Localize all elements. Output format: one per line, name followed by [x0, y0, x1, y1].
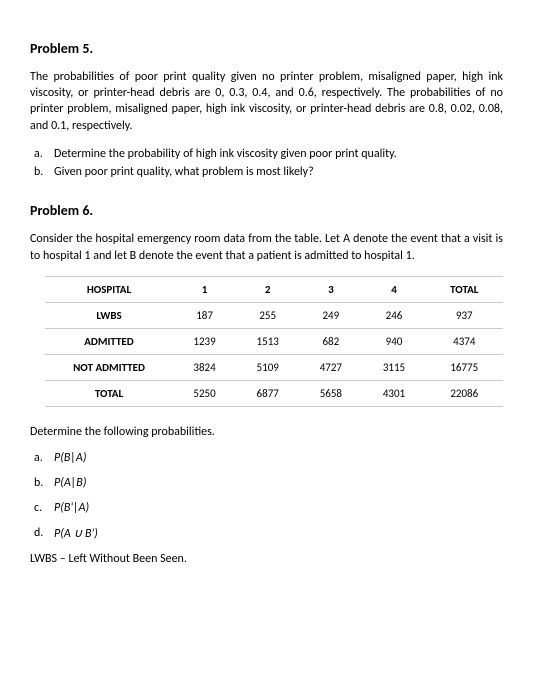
part-expr: P(A ∪ B') — [54, 526, 98, 541]
part-letter: a. — [34, 146, 54, 163]
table-header-cell: 4 — [362, 276, 425, 302]
table-row: TOTAL 5250 6877 5658 4301 22086 — [45, 380, 503, 406]
problem6-part-d: d. P(A ∪ B') — [34, 526, 503, 541]
table-cell: 3115 — [362, 354, 425, 380]
part-expr: P(B'|A) — [54, 501, 89, 515]
part-letter: c. — [34, 501, 54, 515]
part-text: Given poor print quality, what problem i… — [54, 164, 314, 181]
table-cell: 4727 — [299, 354, 362, 380]
problem5-paragraph: The probabilities of poor print quality … — [30, 69, 503, 134]
table-cell: 937 — [426, 302, 503, 328]
table-header-row: HOSPITAL 1 2 3 4 TOTAL — [45, 276, 503, 302]
table-cell: 5109 — [236, 354, 299, 380]
part-expr: P(A|B) — [54, 476, 86, 490]
part-expr: P(B|A) — [54, 451, 86, 465]
part-letter: b. — [34, 476, 54, 490]
table-cell: LWBS — [45, 302, 173, 328]
determine-text: Determine the following probabilities. — [30, 425, 503, 439]
table-header-cell: 3 — [299, 276, 362, 302]
problem6-part-b: b. P(A|B) — [34, 476, 503, 490]
table-cell: 6877 — [236, 380, 299, 406]
table-cell: 187 — [173, 302, 236, 328]
table-cell: 682 — [299, 328, 362, 354]
table-cell: NOT ADMITTED — [45, 354, 173, 380]
table-cell: TOTAL — [45, 380, 173, 406]
table-cell: 16775 — [426, 354, 503, 380]
problem5-parts: a. Determine the probability of high ink… — [30, 146, 503, 181]
table-cell: 940 — [362, 328, 425, 354]
table-cell: 249 — [299, 302, 362, 328]
problem5-title: Problem 5. — [30, 40, 503, 57]
table-header-cell: TOTAL — [426, 276, 503, 302]
table-cell: 22086 — [426, 380, 503, 406]
hospital-table: HOSPITAL 1 2 3 4 TOTAL LWBS 187 255 249 … — [45, 276, 503, 407]
part-letter: b. — [34, 164, 54, 181]
table-cell: 255 — [236, 302, 299, 328]
problem5-part-a: a. Determine the probability of high ink… — [34, 146, 503, 163]
table-row: ADMITTED 1239 1513 682 940 4374 — [45, 328, 503, 354]
problem6-parts: a. P(B|A) b. P(A|B) c. P(B'|A) d. P(A ∪ … — [30, 451, 503, 541]
table-header-cell: 1 — [173, 276, 236, 302]
table-cell: 4301 — [362, 380, 425, 406]
problem6-paragraph: Consider the hospital emergency room dat… — [30, 231, 503, 263]
problem6-title: Problem 6. — [30, 202, 503, 219]
part-letter: a. — [34, 451, 54, 465]
problem6-part-a: a. P(B|A) — [34, 451, 503, 465]
table-cell: 5250 — [173, 380, 236, 406]
table-row: NOT ADMITTED 3824 5109 4727 3115 16775 — [45, 354, 503, 380]
table-header-cell: 2 — [236, 276, 299, 302]
table-cell: ADMITTED — [45, 328, 173, 354]
table-cell: 3824 — [173, 354, 236, 380]
hospital-table-wrap: HOSPITAL 1 2 3 4 TOTAL LWBS 187 255 249 … — [45, 276, 503, 407]
table-cell: 5658 — [299, 380, 362, 406]
footnote: LWBS – Left Without Been Seen. — [30, 552, 503, 566]
table-cell: 1239 — [173, 328, 236, 354]
table-cell: 4374 — [426, 328, 503, 354]
part-text: Determine the probability of high ink vi… — [54, 146, 397, 163]
problem6-part-c: c. P(B'|A) — [34, 501, 503, 515]
part-letter: d. — [34, 526, 54, 540]
problem5-part-b: b. Given poor print quality, what proble… — [34, 164, 503, 181]
table-cell: 246 — [362, 302, 425, 328]
table-row: LWBS 187 255 249 246 937 — [45, 302, 503, 328]
table-cell: 1513 — [236, 328, 299, 354]
table-header-cell: HOSPITAL — [45, 276, 173, 302]
